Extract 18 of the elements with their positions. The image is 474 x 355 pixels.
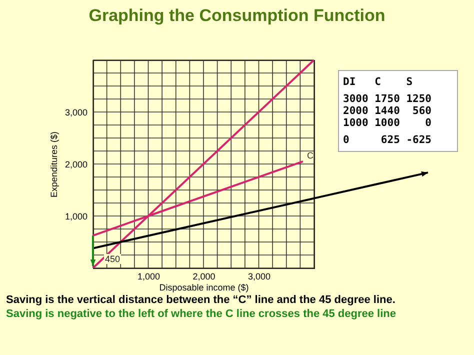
x-tick-label: 2,000 xyxy=(192,272,216,282)
x-tick-label: 3,000 xyxy=(248,272,271,282)
y-tick-label: 1,000 xyxy=(64,212,88,222)
x-axis-title: Disposable income ($) xyxy=(159,282,249,292)
chart-title: Graphing the Consumption Function xyxy=(88,6,386,26)
y-axis-title: Expenditures ($) xyxy=(48,131,59,198)
text: DI C S xyxy=(343,76,414,88)
text: Saving is the vertical distance between the “C” line and the 45 degree line. xyxy=(6,294,396,306)
annotation: 450 xyxy=(104,254,122,264)
series-label: C xyxy=(306,150,314,160)
text: Saving is negative to the left of where the C line crosses the 45 degree line xyxy=(6,308,396,320)
text: 3000 1750 1250 xyxy=(343,93,433,105)
text: 2000 1440 560 xyxy=(343,105,433,117)
text: 1000 1000 0 xyxy=(343,117,433,129)
x-tick-label: 1,000 xyxy=(137,272,160,282)
text: 0 625 -625 xyxy=(343,134,433,146)
y-tick-label: 3,000 xyxy=(64,108,88,118)
y-tick-label: 2,000 xyxy=(64,160,88,170)
